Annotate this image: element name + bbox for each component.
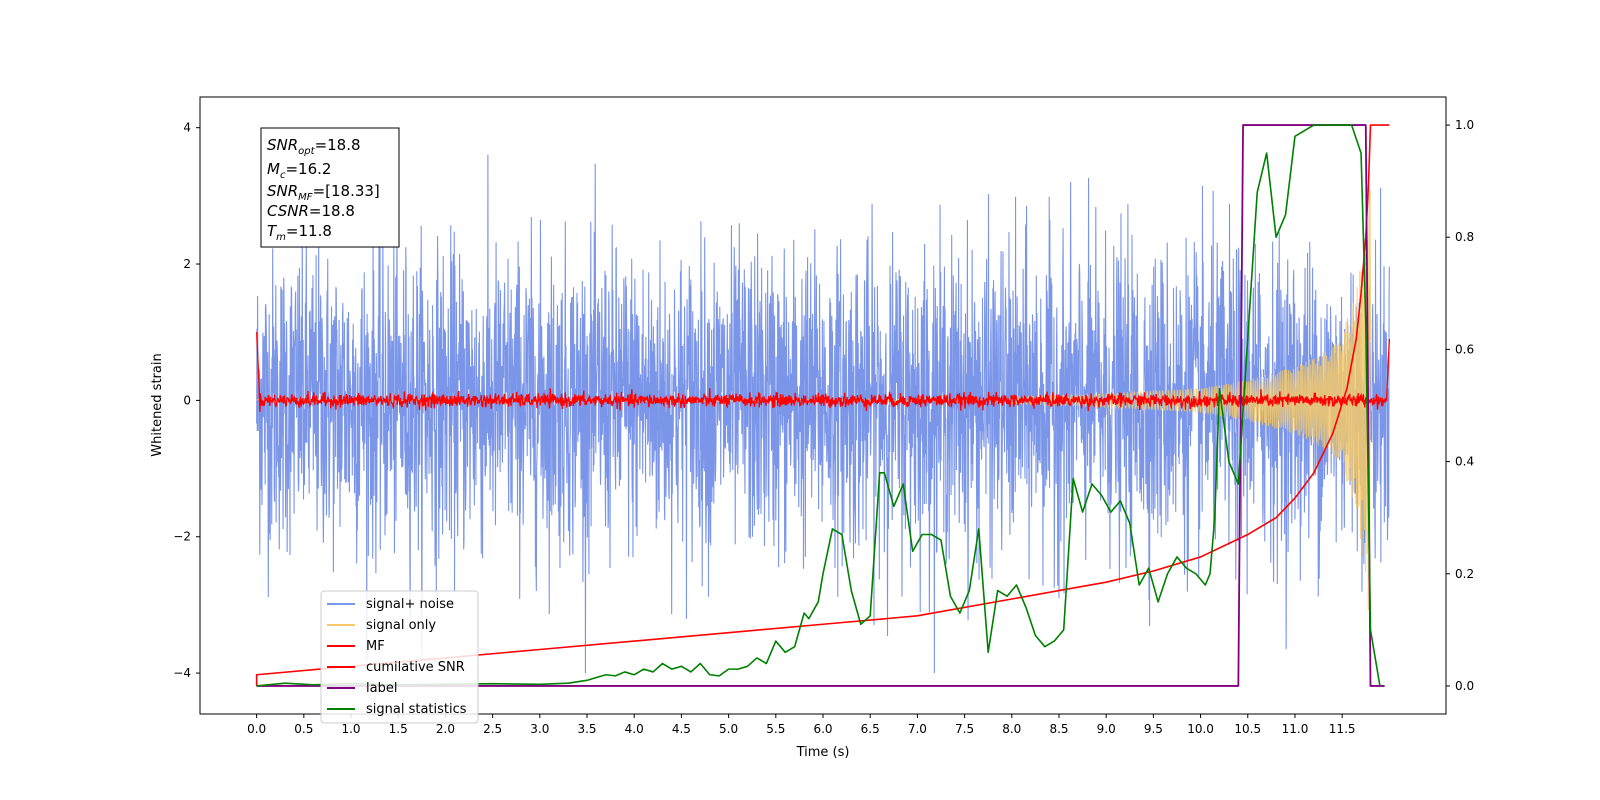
legend-entry-signal-noise: signal+ noise (327, 597, 454, 612)
series-mf-line (255, 332, 1391, 412)
x-tick-label: 7.5 (955, 722, 974, 736)
annotation-line-snr-opt: SNRopt=18.8 (267, 136, 361, 157)
annotation-line-mc: Mc=16.2 (267, 160, 331, 181)
x-tick-label: 1.5 (389, 722, 408, 736)
x-tick-label: 5.5 (766, 722, 785, 736)
y2-tick-label: 0.0 (1455, 679, 1474, 693)
legend-entry-cumilative-snr: cumilative SNR (327, 660, 465, 675)
x-tick-label: 1.0 (341, 722, 360, 736)
x-tick-label: 11.0 (1282, 722, 1309, 736)
series-signal-statistics-group (256, 124, 1381, 687)
x-tick-label: 11.5 (1329, 722, 1356, 736)
y-tick-label: 0 (183, 393, 191, 407)
legend-label-signal-noise: signal+ noise (366, 597, 454, 612)
x-tick-label: 10.5 (1234, 722, 1261, 736)
x-axis-ticks: 0.0 0.5 1.0 1.5 2.0 2.5 3.0 3.5 4.0 4.5 5.0 5.5 6.0 6… (247, 714, 1356, 736)
series-signal-statistics-line (256, 124, 1381, 687)
x-tick-label: 3.0 (530, 722, 549, 736)
y2-tick-label: 0.4 (1455, 455, 1474, 469)
y-tick-label: 2 (183, 257, 191, 271)
x-tick-label: 10.0 (1187, 722, 1214, 736)
legend-label-label: label (366, 681, 397, 696)
x-tick-label: 6.5 (861, 722, 880, 736)
x-tick-label: 3.5 (577, 722, 596, 736)
x-tick-label: 9.0 (1097, 722, 1116, 736)
y2-tick-label: 0.8 (1455, 230, 1474, 244)
x-tick-label: 8.5 (1049, 722, 1068, 736)
legend-frame (320, 590, 479, 724)
x-tick-label: 4.5 (672, 722, 691, 736)
legend-label-mf: MF (366, 639, 385, 654)
legend-entry-signal-only: signal only (327, 618, 436, 633)
annotation-line-csnr: CSNR=18.8 (267, 202, 355, 220)
x-tick-label: 7.0 (908, 722, 927, 736)
y-tick-label: −4 (173, 666, 191, 680)
legend-label-cumilative-snr: cumilative SNR (366, 660, 465, 675)
x-tick-label: 9.5 (1144, 722, 1163, 736)
series-mf-group (255, 332, 1391, 412)
x-tick-label: 2.5 (483, 722, 502, 736)
annotation-line-tm: Tm=11.8 (267, 222, 332, 243)
series-signal-noise-line (256, 154, 1390, 674)
x-tick-label: 4.0 (625, 722, 644, 736)
y2-tick-label: 0.6 (1455, 342, 1474, 356)
annotation-line-snr-mf: SNRMF=[18.33] (267, 182, 380, 203)
annotation-box: SNRopt=18.8 Mc=16.2 SNRMF=[18.33] CSNR=1… (260, 127, 400, 248)
series-cumilative-snr-line (255, 124, 1390, 686)
y2-tick-label: 1.0 (1455, 118, 1474, 132)
y-tick-label: −2 (173, 530, 191, 544)
series-signal-noise-group (256, 154, 1390, 674)
x-tick-label: 5.0 (719, 722, 738, 736)
y-tick-label: 4 (183, 121, 191, 135)
x-axis-label: Time (s) (796, 745, 850, 760)
x-tick-label: 0.0 (247, 722, 266, 736)
x-tick-label: 8.0 (1002, 722, 1021, 736)
annotation-frame (260, 127, 400, 248)
x-tick-label: 2.0 (436, 722, 455, 736)
legend-label-signal-statistics: signal statistics (366, 702, 467, 717)
y-axis-label: Whitened strain (150, 353, 165, 456)
y2-tick-label: 0.2 (1455, 567, 1474, 581)
x-tick-label: 0.5 (294, 722, 313, 736)
y2-axis-ticks: 0.0 0.2 0.4 0.6 0.8 1.0 (1446, 118, 1474, 693)
legend-entry-mf: MF (327, 639, 385, 654)
legend-entry-signal-statistics: signal statistics (327, 702, 467, 717)
plot-area (255, 124, 1391, 687)
legend: signal+ noise signal only MF cumilative … (320, 590, 479, 724)
x-tick-label: 6.0 (813, 722, 832, 736)
legend-entry-label: label (327, 681, 397, 696)
series-cumilative-snr-group (255, 124, 1390, 686)
series-label-group (256, 124, 1385, 687)
y-axis-ticks: 4 2 0 −2 −4 (173, 121, 200, 680)
legend-label-signal-only: signal only (366, 618, 436, 633)
series-label-line (256, 124, 1385, 687)
